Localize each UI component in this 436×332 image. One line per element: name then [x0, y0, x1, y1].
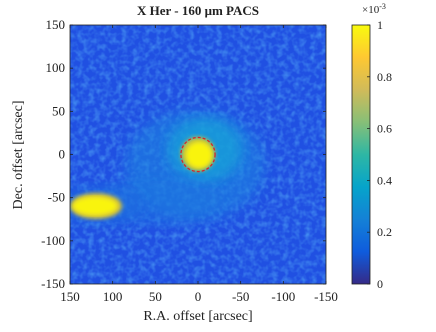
x-tick-label: 0: [195, 289, 202, 304]
y-tick-label: 0: [59, 147, 66, 162]
x-tick-label: 50: [149, 289, 162, 304]
colorbar: [351, 24, 371, 285]
x-tick-label: 150: [60, 289, 80, 304]
colorbar-tick-label: 0: [377, 277, 383, 291]
y-tick-label: -50: [48, 190, 65, 205]
colorbar-tick-label: 0.4: [377, 173, 392, 187]
y-tick-label: -150: [41, 276, 65, 291]
y-tick-label: 100: [46, 60, 66, 75]
heatmap-image: [70, 25, 326, 284]
x-tick-label: -100: [271, 289, 295, 304]
x-tick-label: 100: [103, 289, 123, 304]
colorbar-multiplier-base: ×10: [362, 4, 380, 16]
colorbar-tick-label: 0.6: [377, 122, 392, 136]
y-tick-label: 50: [52, 103, 65, 118]
colorbar-multiplier-exponent: -3: [379, 2, 386, 11]
y-tick-label: -100: [41, 233, 65, 248]
colorbar-tick-label: 1: [377, 18, 383, 32]
colorbar-tick-label: 0.8: [377, 70, 392, 84]
colorbar-multiplier: ×10-3: [362, 2, 386, 16]
y-axis-label: Dec. offset [arcsec]: [11, 101, 26, 210]
y-tick-label: 150: [46, 17, 66, 32]
chart-title: X Her - 160 μm PACS: [137, 3, 259, 18]
colorbar-tick-label: 0.2: [377, 225, 392, 239]
aperture-circle: [180, 136, 216, 173]
x-tick-label: -50: [232, 289, 249, 304]
x-tick-label: -150: [314, 289, 338, 304]
x-axis-label: R.A. offset [arcsec]: [143, 309, 252, 324]
